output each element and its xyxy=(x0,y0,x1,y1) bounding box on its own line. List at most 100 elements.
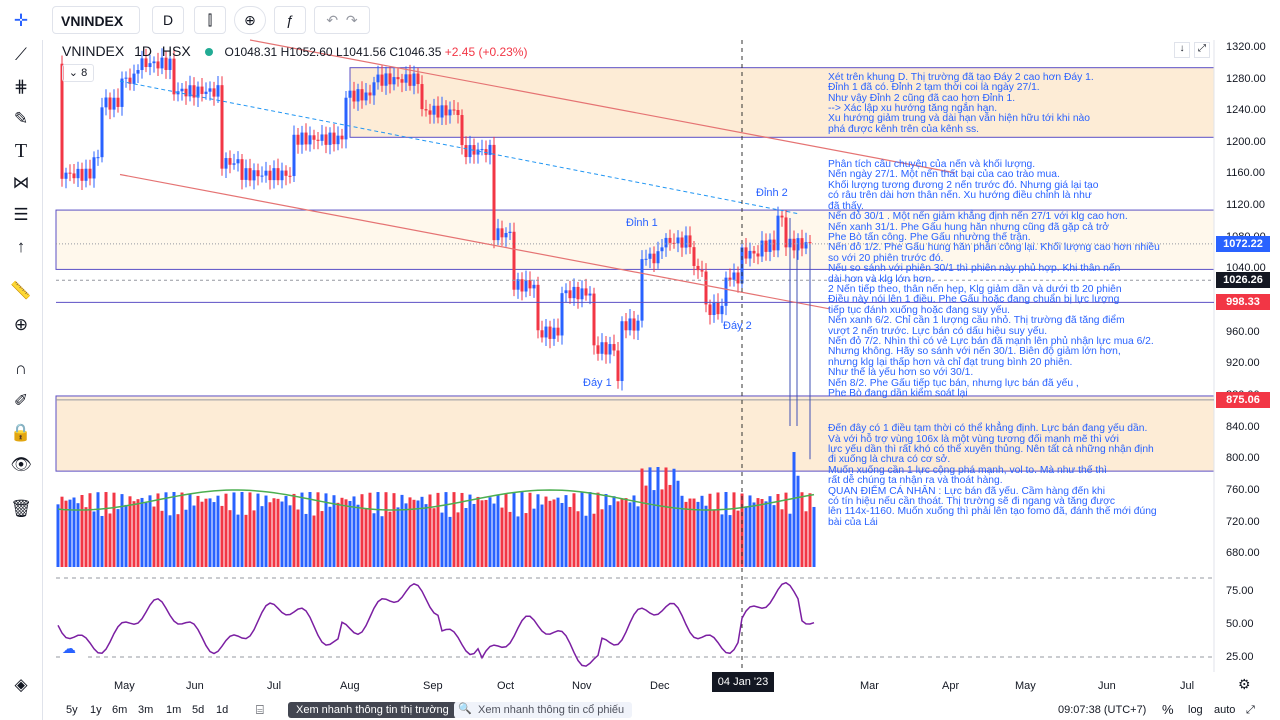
volume-bar xyxy=(368,492,372,567)
volume-bar xyxy=(124,504,128,567)
time-tick: Jun xyxy=(186,680,204,692)
candle-body xyxy=(632,318,636,331)
text-icon[interactable]: T xyxy=(14,139,28,162)
undo-icon[interactable]: ↶ xyxy=(326,11,339,28)
volume-bar xyxy=(60,496,64,567)
volume-bar xyxy=(208,498,212,567)
volume-bar xyxy=(452,492,456,567)
volume-bar xyxy=(580,492,584,567)
log-toggle[interactable]: log xyxy=(1188,704,1203,716)
price-tick: 1120.00 xyxy=(1226,199,1265,212)
candle-body xyxy=(156,61,160,69)
candle-body xyxy=(476,149,480,155)
volume-bar xyxy=(704,505,708,567)
volume-bar xyxy=(184,509,188,567)
magnet-icon[interactable]: ∩ xyxy=(14,359,28,378)
candle-body xyxy=(732,272,736,280)
time-tick: Jul xyxy=(267,680,282,692)
volume-bar xyxy=(468,494,472,567)
range-5d[interactable]: 5d xyxy=(192,704,205,716)
interval-button[interactable]: D xyxy=(152,6,184,34)
price-tag: 875.06 xyxy=(1216,391,1270,408)
volume-bar xyxy=(96,492,100,567)
volume-bar xyxy=(556,497,560,567)
volume-bar xyxy=(424,504,428,567)
price-zone xyxy=(55,209,1215,270)
trend-line-icon[interactable]: ⟋ xyxy=(15,45,27,64)
arrow-up-icon[interactable]: ↑ xyxy=(16,237,26,256)
range-3m[interactable]: 3m xyxy=(138,704,154,716)
layers-icon[interactable]: ◈ xyxy=(14,675,28,694)
crosshair-icon[interactable]: ✛ xyxy=(13,11,29,30)
range-6m[interactable]: 6m xyxy=(112,704,128,716)
volume-bar xyxy=(76,503,80,567)
ruler-icon[interactable]: 📏 xyxy=(10,281,32,300)
stock-search-input[interactable]: Xem nhanh thông tin cổ phiếu xyxy=(454,702,633,718)
channel-lower xyxy=(119,173,831,310)
volume-bar xyxy=(432,508,436,567)
candle-body xyxy=(668,237,672,243)
volume-bar xyxy=(512,492,516,567)
candle-body xyxy=(528,279,532,289)
zoom-icon[interactable]: ⊕ xyxy=(13,315,29,334)
settings-icon[interactable]: ⚙ xyxy=(1238,676,1251,692)
candle-body xyxy=(728,277,732,280)
candle-body xyxy=(672,242,676,244)
market-overview-button[interactable]: Xem nhanh thông tin thị trường xyxy=(288,702,457,718)
range-1d[interactable]: 1d xyxy=(216,704,229,716)
candle-body xyxy=(636,320,640,331)
candle-body xyxy=(596,345,600,354)
candle-body xyxy=(324,134,328,145)
trash-icon[interactable]: 🗑 xyxy=(10,499,32,518)
candle-body xyxy=(72,173,76,179)
indicator-toggle[interactable]: ⌄ 8 xyxy=(62,64,94,82)
volume-bar xyxy=(504,493,508,567)
volume-bar xyxy=(748,495,752,567)
volume-bar xyxy=(700,495,704,567)
mid-line xyxy=(119,80,801,215)
price-tick: 920.00 xyxy=(1226,357,1260,370)
pattern-icon[interactable]: ⋈ xyxy=(12,173,30,192)
fullscreen-icon[interactable]: ⤢ xyxy=(1194,42,1210,58)
indicators-icon[interactable]: ⊕ xyxy=(234,6,266,34)
candle-body xyxy=(792,238,796,251)
candle-body xyxy=(328,132,332,145)
percent-toggle[interactable]: % xyxy=(1162,702,1174,717)
candle-body xyxy=(544,326,548,338)
expand-icon[interactable]: ⤢ xyxy=(1246,704,1255,716)
volume-bar xyxy=(772,505,776,567)
range-1m[interactable]: 1m xyxy=(166,704,182,716)
candle-body xyxy=(368,92,372,96)
volume-bar xyxy=(784,492,788,567)
auto-toggle[interactable]: auto xyxy=(1214,704,1236,716)
candle-type-icon[interactable]: ⫿ xyxy=(194,6,226,34)
range-1y[interactable]: 1y xyxy=(90,704,102,716)
lock-icon[interactable]: 🔒 xyxy=(10,423,32,442)
symbol-search[interactable]: VNINDEX xyxy=(52,6,140,34)
function-icon[interactable]: ƒ xyxy=(274,6,306,34)
volume-bar xyxy=(308,492,312,567)
lock-drawing-icon[interactable]: ✐ xyxy=(13,391,29,410)
candle-body xyxy=(572,286,576,299)
range-5y[interactable]: 5y xyxy=(66,704,78,716)
brush-icon[interactable]: ✎ xyxy=(13,109,29,128)
candle-body xyxy=(808,242,812,244)
volume-bar xyxy=(428,494,432,567)
candle-body xyxy=(88,168,92,179)
candle-body xyxy=(244,168,248,180)
clock-display[interactable]: 09:07:38 (UTC+7) xyxy=(1058,704,1147,716)
candle-body xyxy=(576,286,580,300)
prediction-icon[interactable]: ☰ xyxy=(13,205,29,224)
candle-body xyxy=(296,134,300,145)
candle-body xyxy=(584,288,588,296)
fib-icon[interactable]: ⋕ xyxy=(13,77,29,96)
download-icon[interactable]: ↓ xyxy=(1174,42,1190,58)
eye-icon[interactable]: 👁 xyxy=(10,455,32,474)
volume-bar xyxy=(536,494,540,567)
candle-body xyxy=(216,85,220,97)
redo-icon[interactable]: ↷ xyxy=(345,11,358,28)
calendar-icon[interactable]: ⌸ xyxy=(256,702,264,717)
volume-bar xyxy=(192,505,196,567)
undo-redo[interactable]: ↶ ↷ xyxy=(314,6,370,34)
